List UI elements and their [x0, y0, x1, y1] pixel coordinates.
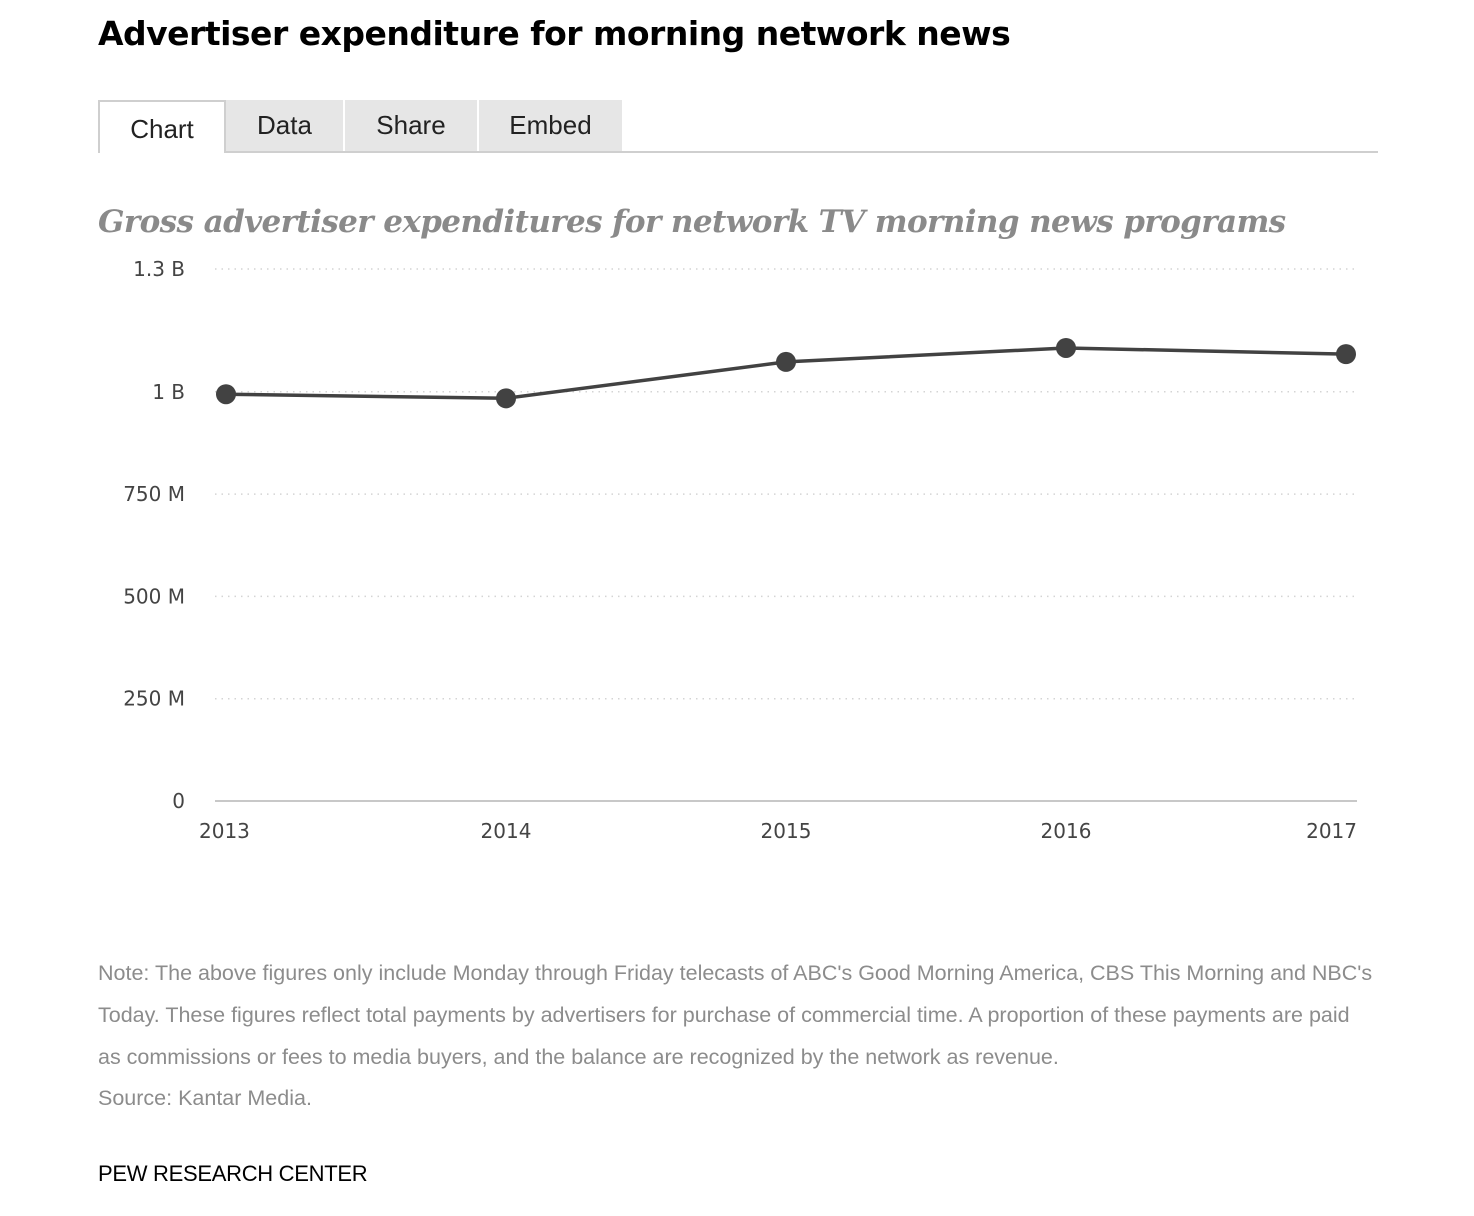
x-tick-label: 2016: [1041, 819, 1092, 843]
tab-data[interactable]: Data: [226, 100, 345, 151]
y-tick-label: 0: [172, 789, 185, 813]
y-tick-label: 1.3 B: [133, 257, 185, 281]
x-tick-label: 2013: [199, 819, 250, 843]
chart-note: Note: The above figures only include Mon…: [98, 961, 1373, 1069]
x-axis-ticks: 2013 2014 2015 2016 2017: [199, 819, 1357, 843]
y-tick-label: 750 M: [123, 482, 185, 506]
org-credit: PEW RESEARCH CENTER: [98, 1161, 368, 1186]
data-point: [1336, 344, 1356, 365]
tab-embed[interactable]: Embed: [479, 100, 624, 151]
gridlines: [215, 268, 1357, 802]
y-tick-label: 250 M: [123, 687, 185, 711]
x-tick-label: 2015: [761, 819, 812, 843]
series-layer: [216, 337, 1356, 409]
chart-title: Gross advertiser expenditures for networ…: [98, 204, 1286, 240]
data-point: [776, 351, 796, 372]
data-point: [496, 388, 516, 409]
tab-share[interactable]: Share: [345, 100, 479, 151]
chart-source: Source: Kantar Media.: [98, 1086, 312, 1110]
tab-bar: Chart Data Share Embed: [98, 100, 1378, 153]
data-point: [1056, 337, 1076, 358]
x-tick-label: 2017: [1306, 819, 1357, 843]
y-axis-ticks: 0 250 M 500 M 750 M 1 B 1.3 B: [123, 257, 185, 813]
tab-chart[interactable]: Chart: [98, 100, 226, 153]
page-title: Advertiser expenditure for morning netwo…: [98, 14, 1011, 53]
x-tick-label: 2014: [481, 819, 532, 843]
data-point: [216, 384, 236, 405]
y-tick-label: 1 B: [152, 380, 185, 404]
y-tick-label: 500 M: [123, 584, 185, 608]
